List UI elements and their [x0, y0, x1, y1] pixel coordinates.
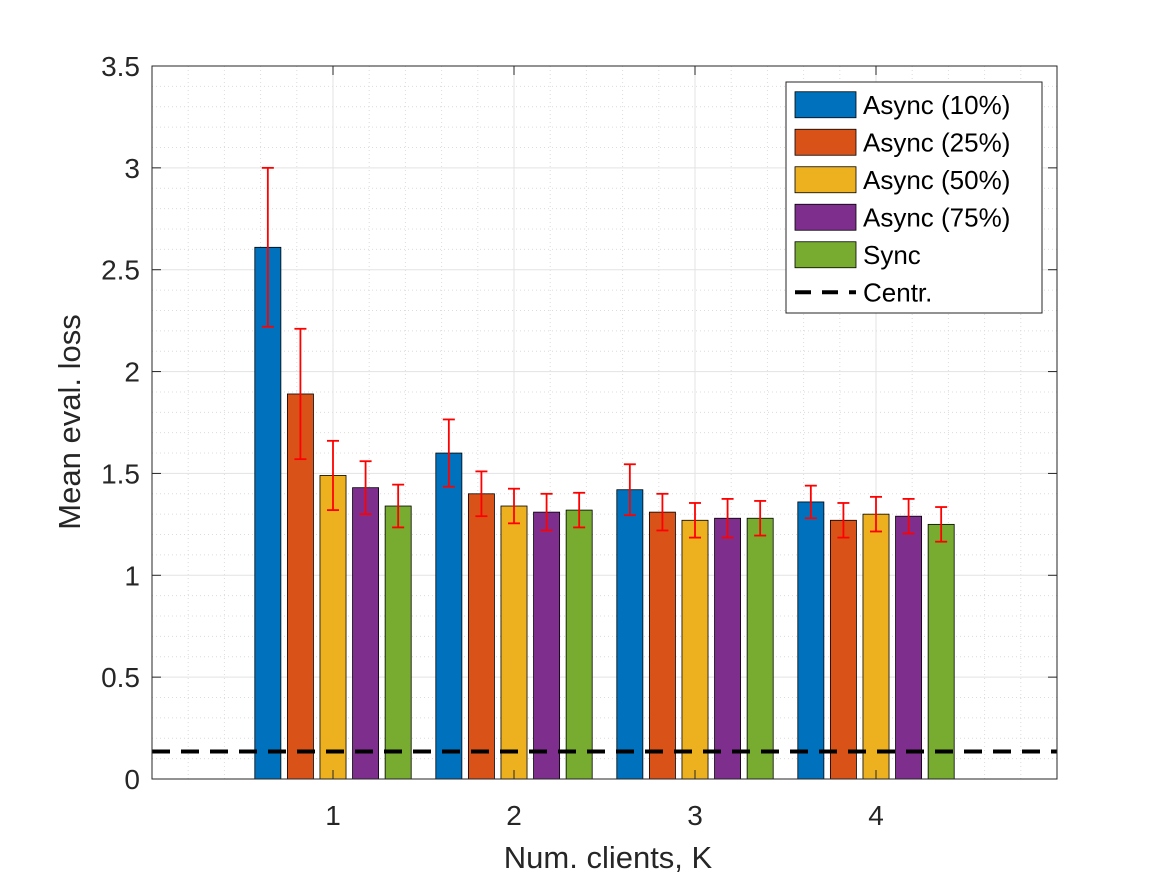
axis-ticks: 0 0.5 1 1.5 2 2.5 3 3.5 1 2 3 4 [101, 51, 1057, 831]
x-tick-label: 2 [506, 800, 522, 831]
y-tick-label: 2 [124, 357, 140, 388]
legend-swatch [794, 128, 857, 156]
bar [384, 505, 412, 780]
error-bar [870, 495, 882, 533]
bar [319, 475, 347, 780]
bar [616, 489, 644, 780]
legend-item: Async (25%) [794, 127, 1010, 157]
error-bar [442, 418, 455, 488]
y-tick-label: 0 [124, 764, 140, 795]
legend-swatch [794, 91, 857, 119]
legend-item: Async (10%) [794, 90, 1010, 120]
legend-item: Async (75%) [794, 202, 1010, 232]
legend-swatch [794, 166, 857, 194]
x-tick-label: 4 [868, 800, 884, 831]
error-bar [540, 492, 553, 532]
error-bar [721, 497, 734, 539]
bar [500, 505, 528, 780]
bar [565, 509, 593, 780]
x-axis-label: Num. clients, K [504, 840, 713, 875]
error-bar [359, 460, 372, 516]
bar [862, 513, 890, 780]
bar [533, 511, 561, 780]
y-tick-label: 3.5 [101, 51, 140, 82]
plot-area-frame [151, 65, 1058, 780]
legend-label: Async (50%) [863, 165, 1010, 195]
legend-swatch [794, 241, 857, 269]
error-bar [327, 439, 339, 511]
legend-label: Centr. [863, 277, 932, 307]
error-bar [475, 470, 488, 518]
legend-swatch [794, 203, 857, 231]
bar [797, 501, 825, 780]
y-tick-label: 1.5 [101, 458, 140, 489]
legend: Async (10%) Async (25%) Async (50%) Async (… [785, 81, 1043, 314]
legend-box [785, 81, 1043, 314]
legend-item: Async (50%) [794, 165, 1010, 195]
bar [254, 246, 282, 780]
error-bar [656, 492, 669, 532]
bar [352, 487, 380, 780]
legend-item: Centr. [795, 277, 932, 307]
legend-label: Sync [863, 240, 921, 270]
bar [927, 523, 955, 780]
legend-label: Async (10%) [863, 90, 1010, 120]
error-bar [837, 502, 850, 539]
bar [714, 517, 742, 780]
error-bar [754, 500, 767, 537]
error-bars [261, 166, 948, 543]
error-bar [508, 487, 520, 525]
bar [681, 519, 709, 780]
error-bar [261, 166, 274, 328]
error-bar [935, 506, 948, 543]
bar [648, 511, 676, 780]
bar [746, 517, 774, 780]
y-axis-label: Mean eval. loss [52, 314, 87, 529]
y-tick-label: 2.5 [101, 255, 140, 286]
x-tick-label: 1 [325, 800, 341, 831]
bar [829, 519, 857, 780]
error-bar [294, 327, 307, 461]
legend-label: Async (25%) [863, 127, 1010, 157]
bar [435, 452, 463, 780]
bar [467, 493, 495, 780]
error-bar [804, 484, 817, 520]
error-bar [689, 502, 701, 539]
error-bar [623, 463, 636, 517]
y-tick-label: 1 [124, 560, 140, 591]
error-bar [573, 491, 586, 529]
legend-item: Sync [794, 240, 921, 270]
x-tick-label: 3 [687, 800, 703, 831]
bars [254, 246, 955, 780]
y-tick-label: 0.5 [101, 662, 140, 693]
legend-label: Async (75%) [863, 202, 1010, 232]
bar [895, 515, 923, 780]
error-bar [392, 483, 405, 529]
y-tick-label: 3 [124, 153, 140, 184]
error-bar [902, 497, 915, 535]
